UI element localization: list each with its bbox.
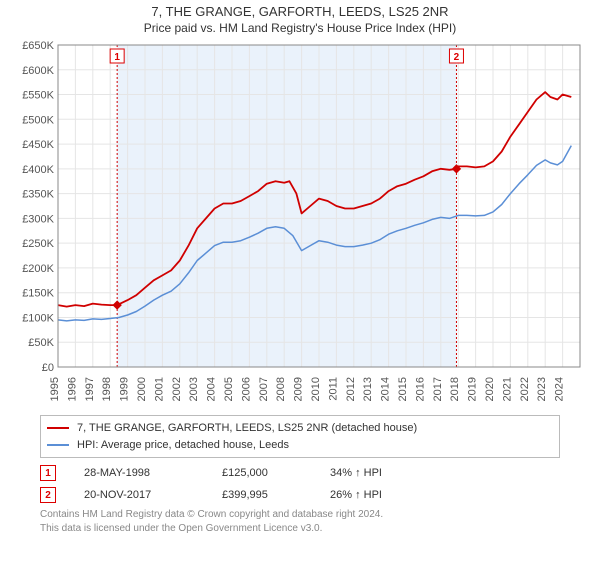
svg-text:2011: 2011	[327, 377, 339, 401]
svg-text:2019: 2019	[467, 377, 479, 401]
svg-text:1998: 1998	[101, 377, 113, 401]
sale-price: £399,995	[222, 489, 302, 501]
svg-text:2: 2	[454, 52, 460, 63]
svg-text:£50K: £50K	[28, 337, 54, 349]
svg-text:1996: 1996	[66, 377, 78, 401]
svg-text:£550K: £550K	[22, 90, 54, 102]
svg-text:2022: 2022	[519, 377, 531, 401]
footer-attribution: Contains HM Land Registry data © Crown c…	[40, 508, 560, 535]
svg-text:2015: 2015	[397, 377, 409, 401]
sale-date: 20-NOV-2017	[84, 489, 194, 501]
svg-text:1997: 1997	[84, 377, 96, 401]
svg-text:2014: 2014	[380, 377, 392, 401]
svg-text:£500K: £500K	[22, 114, 54, 126]
page-title: 7, THE GRANGE, GARFORTH, LEEDS, LS25 2NR	[0, 4, 600, 19]
svg-text:1: 1	[114, 52, 120, 63]
sale-marker: 2	[40, 487, 56, 503]
svg-text:2017: 2017	[432, 377, 444, 401]
svg-text:2013: 2013	[362, 377, 374, 401]
svg-text:2023: 2023	[536, 377, 548, 401]
legend-swatch	[47, 427, 69, 429]
svg-text:2016: 2016	[414, 377, 426, 401]
sale-row: 1 28-MAY-1998 £125,000 34% ↑ HPI	[40, 462, 560, 484]
svg-text:£0: £0	[42, 362, 54, 374]
sale-price: £125,000	[222, 467, 302, 479]
sale-date: 28-MAY-1998	[84, 467, 194, 479]
sales-table: 1 28-MAY-1998 £125,000 34% ↑ HPI 2 20-NOV-201…	[40, 462, 560, 506]
svg-text:1995: 1995	[49, 377, 61, 401]
legend: 7, THE GRANGE, GARFORTH, LEEDS, LS25 2NR…	[40, 415, 560, 458]
svg-text:1999: 1999	[119, 377, 131, 401]
legend-label: 7, THE GRANGE, GARFORTH, LEEDS, LS25 2NR…	[77, 420, 417, 437]
svg-text:2020: 2020	[484, 377, 496, 401]
legend-item: HPI: Average price, detached house, Leed…	[47, 437, 553, 454]
svg-text:£450K: £450K	[22, 139, 54, 151]
svg-text:£150K: £150K	[22, 288, 54, 300]
svg-text:£350K: £350K	[22, 189, 54, 201]
footer-line: Contains HM Land Registry data © Crown c…	[40, 508, 560, 522]
svg-text:2002: 2002	[171, 377, 183, 401]
svg-text:2007: 2007	[258, 377, 270, 401]
svg-text:£300K: £300K	[22, 213, 54, 225]
svg-text:£200K: £200K	[22, 263, 54, 275]
sale-pct: 34% ↑ HPI	[330, 467, 420, 479]
sale-pct: 26% ↑ HPI	[330, 489, 420, 501]
svg-text:2003: 2003	[188, 377, 200, 401]
svg-text:£650K: £650K	[22, 40, 54, 52]
svg-text:£600K: £600K	[22, 65, 54, 77]
price-chart: £0 £50K £100K £150K £200K £250K £300K £350K £400…	[10, 39, 590, 409]
legend-swatch	[47, 444, 69, 446]
legend-item: 7, THE GRANGE, GARFORTH, LEEDS, LS25 2NR…	[47, 420, 553, 437]
sale-marker: 1	[40, 465, 56, 481]
svg-text:£400K: £400K	[22, 164, 54, 176]
svg-text:£100K: £100K	[22, 312, 54, 324]
svg-text:2018: 2018	[449, 377, 461, 401]
sale-row: 2 20-NOV-2017 £399,995 26% ↑ HPI	[40, 484, 560, 506]
svg-text:2004: 2004	[206, 377, 218, 401]
svg-text:2012: 2012	[345, 377, 357, 401]
page-subtitle: Price paid vs. HM Land Registry's House …	[0, 21, 600, 35]
svg-text:2010: 2010	[310, 377, 322, 401]
svg-text:2024: 2024	[554, 377, 566, 401]
svg-text:2001: 2001	[153, 377, 165, 401]
svg-text:2021: 2021	[501, 377, 513, 401]
svg-text:2005: 2005	[223, 377, 235, 401]
svg-text:2000: 2000	[136, 377, 148, 401]
legend-label: HPI: Average price, detached house, Leed…	[77, 437, 289, 454]
svg-text:£250K: £250K	[22, 238, 54, 250]
svg-text:2006: 2006	[240, 377, 252, 401]
svg-text:2009: 2009	[293, 377, 305, 401]
svg-text:2008: 2008	[275, 377, 287, 401]
footer-line: This data is licensed under the Open Gov…	[40, 522, 560, 536]
